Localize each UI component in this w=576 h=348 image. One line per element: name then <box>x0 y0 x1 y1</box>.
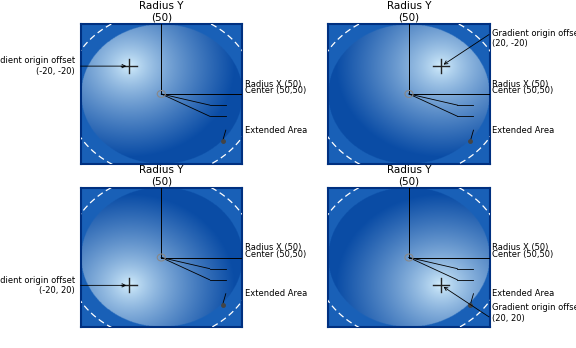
Text: Gradient origin offset
(-20, 20): Gradient origin offset (-20, 20) <box>0 276 75 295</box>
Text: Extended Area: Extended Area <box>245 289 307 298</box>
Text: Radius X (50): Radius X (50) <box>492 80 549 89</box>
Text: Gradient origin offset
(20, 20): Gradient origin offset (20, 20) <box>492 303 576 323</box>
Text: Radius X (50): Radius X (50) <box>492 243 549 252</box>
Text: Extended Area: Extended Area <box>492 126 555 135</box>
Text: Gradient origin offset
(-20, -20): Gradient origin offset (-20, -20) <box>0 56 75 76</box>
Text: Radius Y
(50): Radius Y (50) <box>139 165 184 186</box>
Text: Radius X (50): Radius X (50) <box>245 243 301 252</box>
Text: Center (50,50): Center (50,50) <box>245 250 306 259</box>
Text: Radius Y
(50): Radius Y (50) <box>386 165 431 186</box>
Text: Radius Y
(50): Radius Y (50) <box>386 1 431 23</box>
Text: Center (50,50): Center (50,50) <box>492 86 554 95</box>
Text: Gradient origin offset
(20, -20): Gradient origin offset (20, -20) <box>492 29 576 48</box>
Text: Extended Area: Extended Area <box>245 126 307 135</box>
Text: Center (50,50): Center (50,50) <box>492 250 554 259</box>
Text: Radius Y
(50): Radius Y (50) <box>139 1 184 23</box>
Text: Radius X (50): Radius X (50) <box>245 80 301 89</box>
Text: Extended Area: Extended Area <box>492 289 555 298</box>
Text: Center (50,50): Center (50,50) <box>245 86 306 95</box>
